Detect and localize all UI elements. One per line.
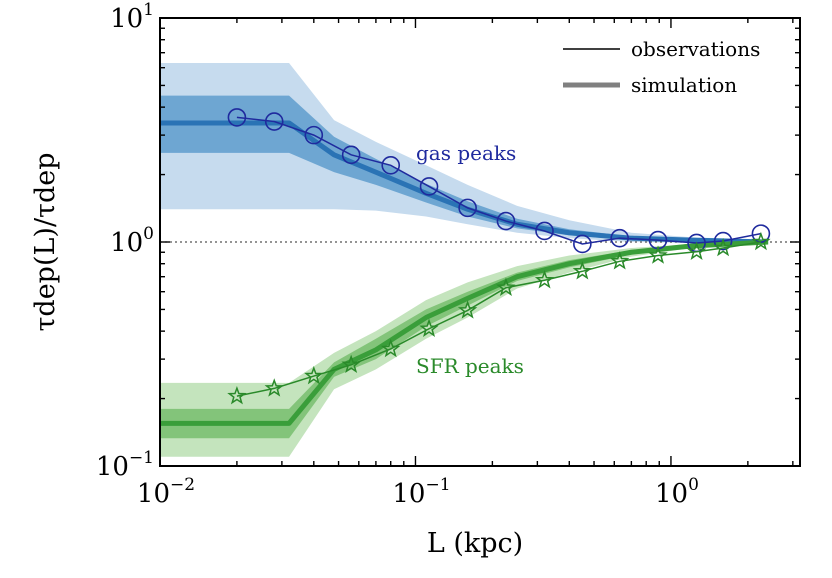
x-tick-label-base: 10 <box>655 479 688 509</box>
gas-simulation-outer-band <box>160 62 769 243</box>
sfr-observation-point <box>572 261 593 280</box>
x-axis-label-text: L (kpc) <box>427 528 523 559</box>
x-tick-label-text: 10−1 <box>392 475 450 509</box>
x-tick-label-base: 10 <box>137 479 170 509</box>
y-tick-label: 100 <box>110 224 154 258</box>
sfr-observation-point <box>381 338 401 358</box>
gas-observation-point <box>381 155 401 175</box>
sfr-observation-point <box>457 300 478 319</box>
x-tick-label: 10−1 <box>392 475 450 509</box>
y-axis-label-text: τdep(L)/τdep <box>30 152 61 331</box>
legend-simulation-label: simulation <box>631 73 737 97</box>
x-tick-label: 10−2 <box>137 475 195 509</box>
sfr-observation-point <box>713 237 733 257</box>
simulation-lines <box>160 120 769 426</box>
sfr-observation-point <box>419 318 439 337</box>
gas-observation-point <box>458 198 477 218</box>
gas-observation-point <box>535 221 554 241</box>
sfr-observation-point <box>648 245 668 264</box>
sfr-observation-point <box>609 251 630 270</box>
gas-observation-point <box>419 177 439 196</box>
gas-simulation-inner-band <box>160 95 769 243</box>
legend: observations simulation <box>563 37 760 97</box>
y-axis-label: τdep(L)/τdep <box>30 152 61 331</box>
x-tick-label-exp: −1 <box>425 475 450 495</box>
x-tick-label-base: 10 <box>392 479 425 509</box>
y-tick-label-exp: 0 <box>143 224 154 244</box>
gas-observation-point <box>264 112 284 131</box>
legend-observations-label: observations <box>631 37 760 61</box>
gas-simulation-line <box>160 120 769 245</box>
y-tick-label-exp: 1 <box>143 0 154 20</box>
gas-observation-point <box>341 145 361 165</box>
observation-series <box>227 108 771 405</box>
sfr-simulation-line <box>160 239 769 426</box>
annotation-gas-peaks: gas peaks <box>416 141 516 165</box>
y-tick-label-text: 100 <box>110 224 154 258</box>
x-tick-label-text: 100 <box>655 475 699 509</box>
y-tick-label-exp: −1 <box>129 448 154 468</box>
sfr-observation-point <box>264 378 284 397</box>
gas-observation-point <box>227 108 247 127</box>
x-axis-label: L (kpc) <box>427 528 523 559</box>
sfr-observation-point <box>751 231 771 251</box>
gas-observation-point <box>713 231 733 251</box>
plot-frame <box>159 17 801 467</box>
y-tick-label-base: 10 <box>110 4 143 34</box>
y-tick-label-base: 10 <box>110 228 143 258</box>
gas-observation-line <box>236 116 762 245</box>
x-tick-label: 100 <box>655 475 699 509</box>
sfr-simulation-inner-band <box>160 242 769 439</box>
x-tick-label-exp: 0 <box>688 475 699 495</box>
x-tick-label-exp: −2 <box>170 475 195 495</box>
sfr-observation-point <box>341 354 361 374</box>
gas-observation-point <box>496 211 516 231</box>
sfr-observation-line <box>236 241 762 397</box>
sfr-observation-point <box>304 365 324 385</box>
y-tick-label: 10−1 <box>96 448 154 482</box>
gas-observation-point <box>610 228 629 248</box>
annotation-sfr-peaks: SFR peaks <box>416 354 524 378</box>
gas-observation-point <box>573 234 592 254</box>
y-tick-label-text: 101 <box>110 0 154 34</box>
x-tick-label-text: 10−2 <box>137 475 195 509</box>
sfr-observation-point <box>227 385 247 405</box>
y-tick-label-base: 10 <box>96 452 129 482</box>
sfr-observation-point <box>686 241 707 260</box>
sfr-observation-point <box>534 270 555 289</box>
y-tick-label: 101 <box>110 0 154 34</box>
simulation-bands <box>160 62 769 457</box>
gas-observation-point <box>304 125 324 145</box>
sfr-observation-point <box>496 277 516 296</box>
y-tick-label-text: 10−1 <box>96 448 154 482</box>
